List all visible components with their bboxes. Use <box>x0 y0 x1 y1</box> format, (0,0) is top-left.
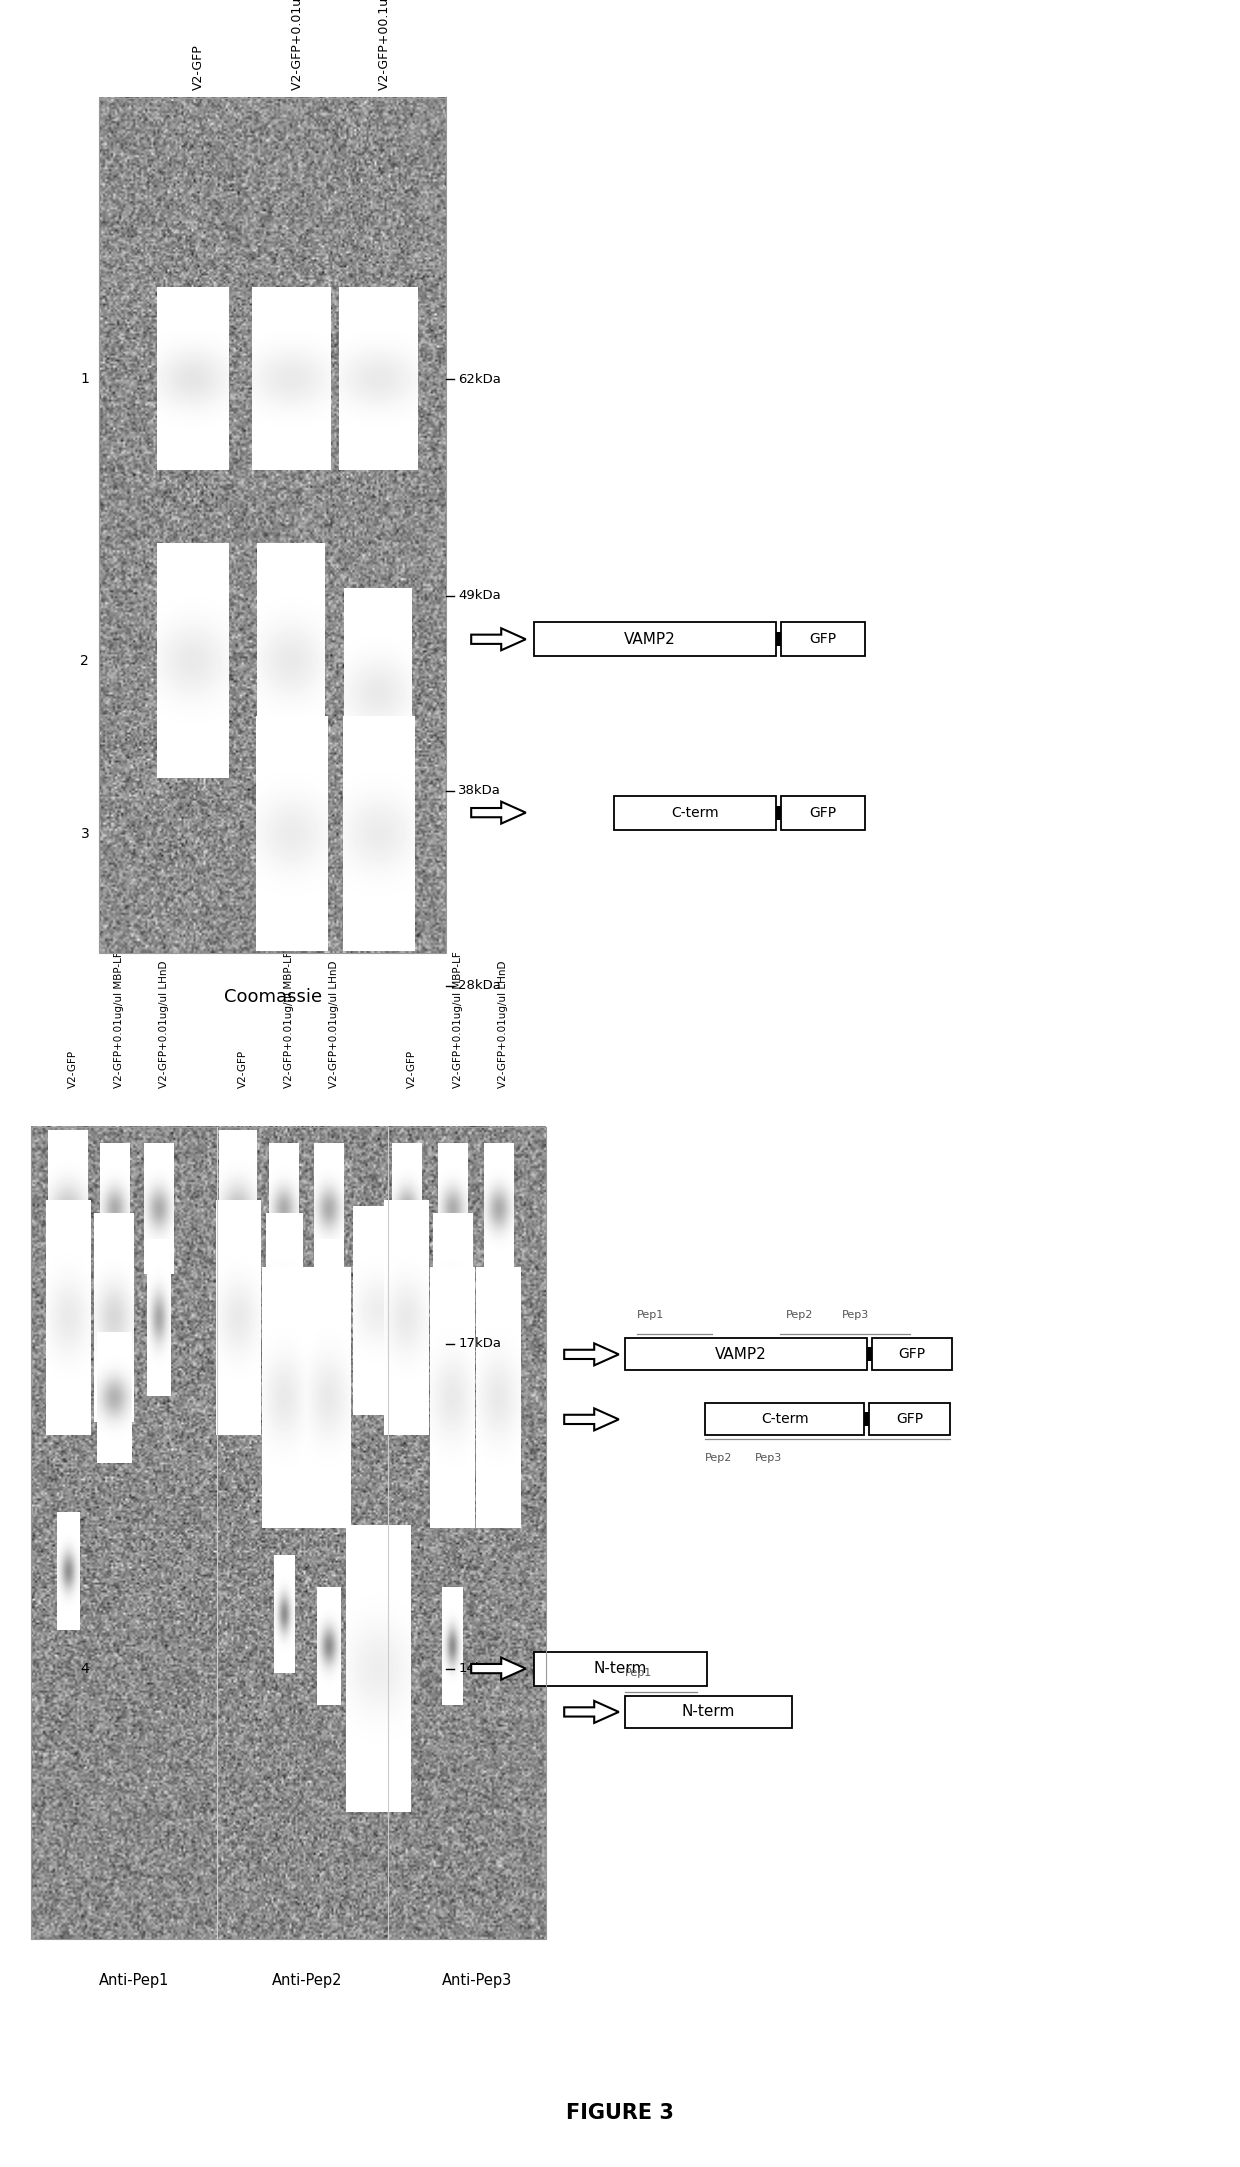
Bar <box>625 1339 867 1370</box>
Bar <box>869 1404 950 1435</box>
Bar <box>533 1651 707 1686</box>
Bar <box>780 795 864 830</box>
Text: Pep1: Pep1 <box>625 1669 652 1677</box>
Text: VAMP2: VAMP2 <box>715 1348 766 1361</box>
Text: Pep3: Pep3 <box>842 1311 869 1320</box>
Text: V2-GFP+0.01ug/ul LHnD: V2-GFP+0.01ug/ul LHnD <box>329 960 339 1088</box>
Text: N-term: N-term <box>682 1705 735 1718</box>
Polygon shape <box>564 1344 619 1365</box>
Text: V2-GFP: V2-GFP <box>192 43 205 89</box>
Text: V2-GFP+0.01ug/ul MBP-LF: V2-GFP+0.01ug/ul MBP-LF <box>453 951 463 1088</box>
Text: 2: 2 <box>81 654 89 667</box>
Text: 49kDa: 49kDa <box>459 589 501 602</box>
Text: N-term: N-term <box>594 1662 647 1675</box>
Text: V2-GFP: V2-GFP <box>407 1051 417 1088</box>
Bar <box>872 1339 952 1370</box>
Text: 62kDa: 62kDa <box>459 373 501 386</box>
Bar <box>867 1348 872 1361</box>
Text: Pep2: Pep2 <box>706 1454 733 1463</box>
Text: FIGURE 3: FIGURE 3 <box>567 2102 673 2124</box>
Text: C-term: C-term <box>761 1413 808 1426</box>
Text: Coomassie: Coomassie <box>223 988 322 1005</box>
Text: 28kDa: 28kDa <box>459 979 501 992</box>
Text: V2-GFP+0.01ug/ul MBP-LF: V2-GFP+0.01ug/ul MBP-LF <box>291 0 304 89</box>
Polygon shape <box>471 1658 526 1679</box>
Text: V2-GFP: V2-GFP <box>238 1051 248 1088</box>
Bar <box>775 806 780 819</box>
Text: GFP: GFP <box>810 806 836 819</box>
Bar <box>533 622 775 657</box>
Bar <box>625 1697 792 1727</box>
Text: VAMP2: VAMP2 <box>624 633 676 646</box>
Text: 1: 1 <box>81 373 89 386</box>
Polygon shape <box>471 802 526 823</box>
Text: V2-GFP+0.01ug/ul MBP-LF: V2-GFP+0.01ug/ul MBP-LF <box>114 951 124 1088</box>
Bar <box>706 1404 864 1435</box>
Bar <box>780 622 864 657</box>
Polygon shape <box>564 1409 619 1430</box>
Bar <box>775 633 780 646</box>
Text: 17kDa: 17kDa <box>459 1337 501 1350</box>
Text: 4: 4 <box>81 1662 89 1675</box>
Text: Pep1: Pep1 <box>637 1311 665 1320</box>
Polygon shape <box>471 628 526 650</box>
Bar <box>614 795 775 830</box>
Text: 14kDa: 14kDa <box>459 1662 501 1675</box>
Text: Anti-Pep1: Anti-Pep1 <box>99 1974 169 1987</box>
Text: Anti-Pep3: Anti-Pep3 <box>443 1974 512 1987</box>
Text: Anti-Pep2: Anti-Pep2 <box>273 1974 342 1987</box>
Text: GFP: GFP <box>898 1348 925 1361</box>
Text: V2-GFP: V2-GFP <box>68 1051 78 1088</box>
Text: V2-GFP+00.1ug/ul LHnD: V2-GFP+00.1ug/ul LHnD <box>378 0 391 89</box>
Text: C-term: C-term <box>671 806 719 819</box>
Text: GFP: GFP <box>810 633 836 646</box>
Polygon shape <box>564 1701 619 1723</box>
Text: 3: 3 <box>81 828 89 841</box>
Bar <box>99 98 446 953</box>
Text: 38kDa: 38kDa <box>459 784 501 797</box>
Text: GFP: GFP <box>895 1413 923 1426</box>
Bar <box>864 1413 869 1426</box>
Text: V2-GFP+0.01ug/ul LHnD: V2-GFP+0.01ug/ul LHnD <box>159 960 169 1088</box>
Text: Pep3: Pep3 <box>755 1454 782 1463</box>
Text: Pep2: Pep2 <box>786 1311 813 1320</box>
Text: V2-GFP+0.01ug/ul LHnD: V2-GFP+0.01ug/ul LHnD <box>498 960 508 1088</box>
Bar <box>31 1127 546 1939</box>
Text: V2-GFP+0.01ug/ul MBP-LF: V2-GFP+0.01ug/ul MBP-LF <box>284 951 294 1088</box>
